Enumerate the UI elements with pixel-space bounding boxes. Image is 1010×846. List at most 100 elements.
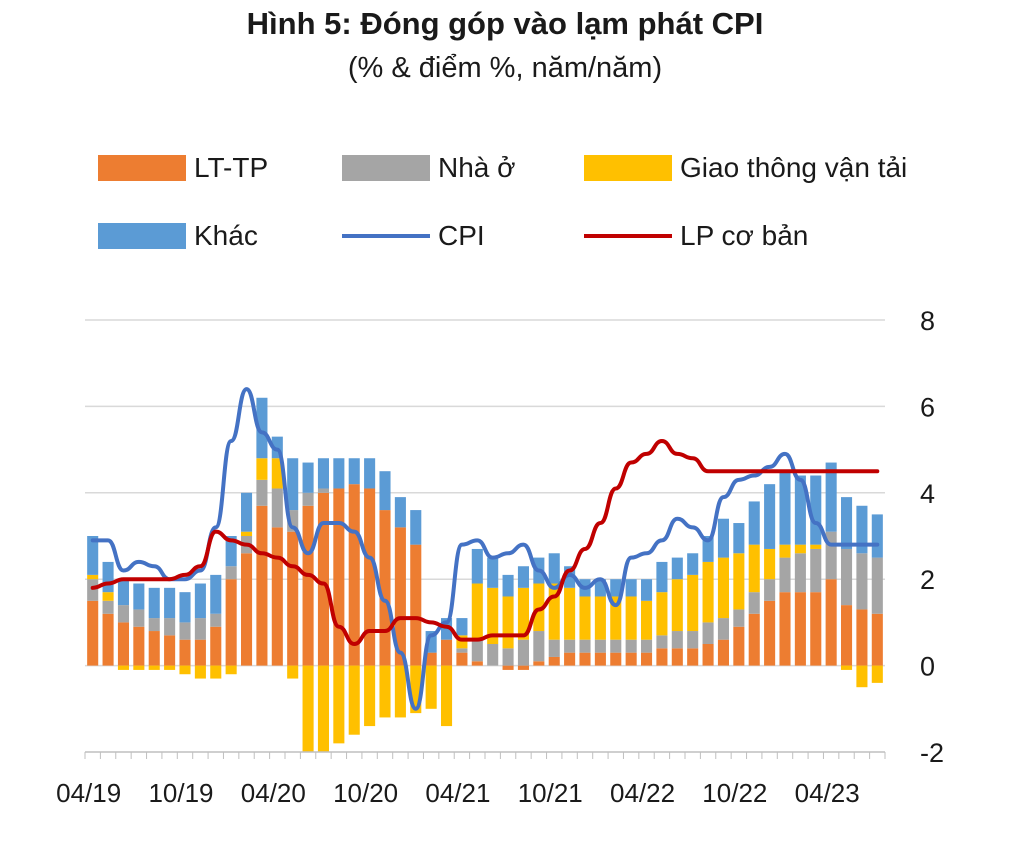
bar-segment (717, 618, 729, 640)
bar-segment (810, 592, 822, 666)
bar-segment (733, 553, 745, 610)
x-tick-label: 10/22 (702, 778, 767, 808)
bar-segment (425, 652, 437, 666)
bar-segment (456, 618, 468, 636)
bar-segment (394, 527, 406, 666)
bar-segment (594, 596, 606, 640)
bar-segment (794, 592, 806, 666)
bar-segment (410, 665, 422, 714)
bar-segment (671, 579, 683, 632)
bar-segment (471, 661, 483, 666)
bar-segment (317, 458, 329, 489)
bar-segment (394, 665, 406, 718)
bar-segment (656, 648, 668, 666)
legend-line-lp-co-ban (584, 223, 672, 249)
bar-segment (517, 566, 529, 588)
y-tick-label: 8 (920, 306, 935, 336)
bar-segment (364, 488, 376, 666)
bar-segment (179, 665, 191, 675)
legend-item-lt-tp: LT-TP (98, 152, 268, 184)
bar-segment (656, 561, 668, 593)
bar-segment (133, 583, 145, 610)
bar-segment (102, 613, 114, 666)
bar-segment (410, 544, 422, 666)
bar-segment (287, 458, 299, 511)
bar-segment (687, 574, 699, 632)
bar-segment (102, 592, 114, 601)
bar-segment (610, 639, 622, 653)
bar-segment (425, 665, 437, 709)
bar-segment (656, 635, 668, 649)
bar-segment (748, 613, 760, 666)
bar-segment (333, 488, 345, 666)
legend-label-lp-co-ban: LP cơ bản (680, 220, 809, 251)
bar-segment (564, 566, 576, 588)
bar-segment (564, 652, 576, 666)
bar-segment (717, 518, 729, 558)
bar-segment (117, 622, 129, 666)
bar-segment (441, 665, 453, 727)
bar-segment (517, 587, 529, 640)
bar-segment (502, 574, 514, 597)
bar-segment (410, 510, 422, 545)
bar-segment (317, 665, 329, 752)
bar-segment (841, 605, 853, 666)
bar-segment (302, 665, 314, 752)
legend-label-cpi: CPI (438, 220, 485, 251)
bar-segment (794, 475, 806, 545)
bar-segment (856, 609, 868, 666)
bar-segment (164, 665, 176, 670)
bar-segment (533, 661, 545, 666)
bar-segment (810, 475, 822, 545)
bar-segment (256, 479, 268, 506)
bar-segment (164, 635, 176, 666)
bar-segment (779, 471, 791, 545)
bar-segment (502, 665, 514, 670)
cpi-line (90, 387, 880, 711)
legend-label-lt-tp: LT-TP (194, 152, 269, 183)
bar-segment (87, 600, 99, 666)
bar-segment (271, 458, 283, 489)
bar-segment (317, 488, 329, 493)
bar-segment (871, 665, 883, 683)
bar-segment (579, 652, 591, 666)
y-tick-label: -2 (920, 738, 944, 768)
bar-segment (610, 596, 622, 640)
bar-segment (133, 626, 145, 666)
bar-segment (302, 505, 314, 666)
bar-segment (871, 514, 883, 558)
bar-segment (456, 648, 468, 653)
legend-item-lp-co-ban: LP cơ bản (584, 220, 808, 252)
bar-segment (748, 501, 760, 545)
bar-segment (748, 592, 760, 614)
bar-segment (671, 557, 683, 580)
bar-segment (502, 596, 514, 649)
bar-segment (456, 635, 468, 649)
bar-segment (148, 631, 160, 666)
legend-label-giao-thong: Giao thông vận tải (680, 152, 908, 183)
bar-segment (579, 639, 591, 653)
bar-segment (687, 631, 699, 649)
bar-segment (179, 639, 191, 666)
bar-segment (133, 609, 145, 627)
bar-segment (548, 553, 560, 584)
bar-segment (117, 579, 129, 606)
bar-segment (271, 436, 283, 459)
bar-segment (610, 652, 622, 666)
bar-segment (317, 492, 329, 666)
bar-segment (594, 652, 606, 666)
bar-segment (594, 579, 606, 597)
bar-segment (333, 458, 345, 489)
bar-segment (517, 665, 529, 670)
y-tick-label: 0 (920, 652, 935, 682)
x-tick-label: 04/22 (610, 778, 675, 808)
bar-segment (702, 561, 714, 623)
bar-segment (394, 497, 406, 528)
bar-segment (825, 531, 837, 580)
bar-segment (333, 665, 345, 744)
bar-segment (379, 471, 391, 511)
bar-segment (871, 557, 883, 614)
bar-segment (825, 462, 837, 532)
bar-segment (656, 592, 668, 636)
bar-segment (241, 492, 253, 532)
